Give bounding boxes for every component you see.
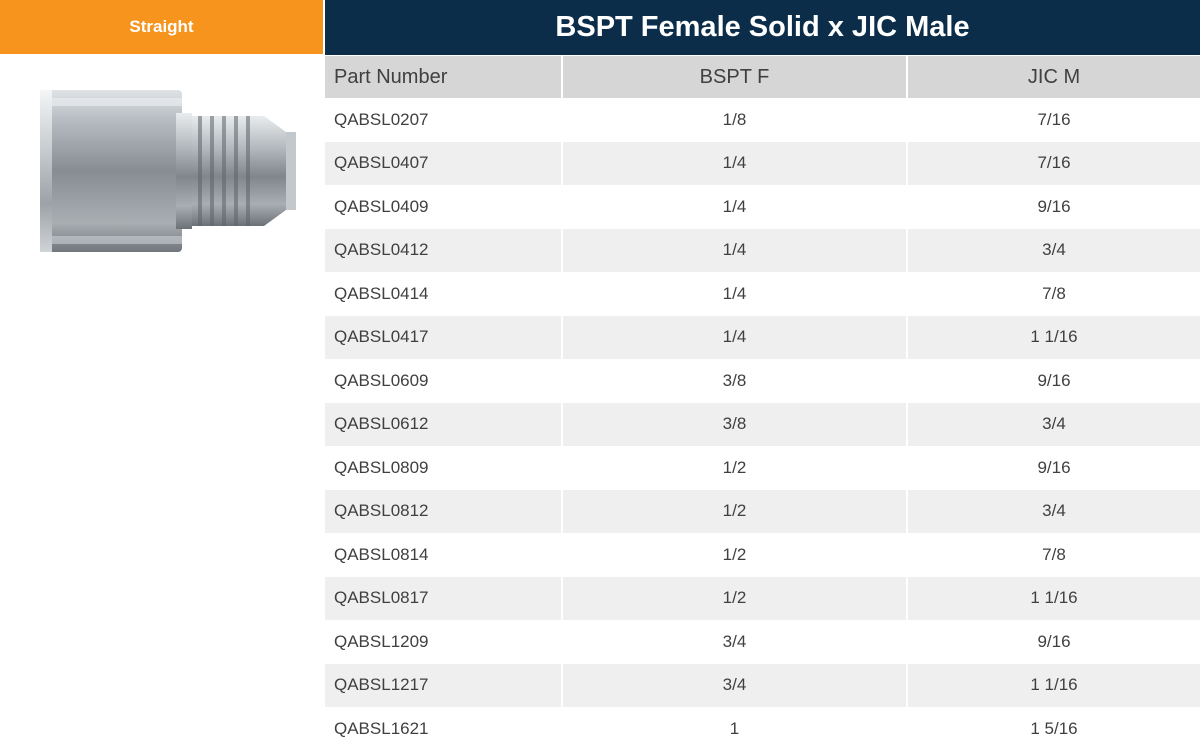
jic-m-cell: 1 1/16: [908, 315, 1200, 359]
table-header-row: Part Number BSPT F JIC M: [325, 56, 1200, 98]
hydraulic-adapter-fitting-image: [36, 88, 302, 254]
bspt-f-cell: 1: [563, 707, 908, 751]
part-number-cell: QABSL0407: [325, 141, 563, 185]
bspt-f-cell: 1/4: [563, 315, 908, 359]
fitting-illustration: [40, 90, 296, 252]
jic-m-cell: 9/16: [908, 359, 1200, 403]
bspt-f-cell: 1/2: [563, 576, 908, 620]
part-number-cell: QABSL0612: [325, 402, 563, 446]
table-row: QABSL0809 1/2 9/16: [325, 446, 1200, 490]
jic-m-cell: 7/16: [908, 141, 1200, 185]
bspt-f-cell: 3/8: [563, 359, 908, 403]
table-row: QABSL1621 1 1 5/16: [325, 707, 1200, 751]
jic-m-cell: 9/16: [908, 620, 1200, 664]
table-row: QABSL0814 1/2 7/8: [325, 533, 1200, 577]
table-row: QABSL0414 1/4 7/8: [325, 272, 1200, 316]
bspt-f-cell: 1/2: [563, 446, 908, 490]
table-row: QABSL0409 1/4 9/16: [325, 185, 1200, 229]
table-row: QABSL1217 3/4 1 1/16: [325, 663, 1200, 707]
table-row: QABSL0817 1/2 1 1/16: [325, 576, 1200, 620]
part-number-cell: QABSL0412: [325, 228, 563, 272]
part-number-cell: QABSL1621: [325, 707, 563, 751]
spec-table: Part Number BSPT F JIC M QABSL0207 1/8 7…: [325, 56, 1200, 751]
column-header-bspt-f: BSPT F: [563, 56, 908, 98]
bspt-f-cell: 1/4: [563, 272, 908, 316]
part-number-cell: QABSL0417: [325, 315, 563, 359]
bspt-f-cell: 3/4: [563, 663, 908, 707]
table-row: QABSL0207 1/8 7/16: [325, 98, 1200, 142]
part-number-cell: QABSL0817: [325, 576, 563, 620]
table-row: QABSL0812 1/2 3/4: [325, 489, 1200, 533]
table-row: QABSL0417 1/4 1 1/16: [325, 315, 1200, 359]
part-number-cell: QABSL0207: [325, 98, 563, 142]
table-row: QABSL0612 3/8 3/4: [325, 402, 1200, 446]
column-header-part-number: Part Number: [325, 56, 563, 98]
part-number-cell: QABSL0812: [325, 489, 563, 533]
jic-m-cell: 1 1/16: [908, 576, 1200, 620]
bspt-f-cell: 1/8: [563, 98, 908, 142]
part-number-cell: QABSL0609: [325, 359, 563, 403]
part-number-cell: QABSL1209: [325, 620, 563, 664]
table-row: QABSL0609 3/8 9/16: [325, 359, 1200, 403]
bspt-f-cell: 1/2: [563, 489, 908, 533]
bspt-f-cell: 1/4: [563, 185, 908, 229]
bspt-f-cell: 3/8: [563, 402, 908, 446]
part-number-cell: QABSL0414: [325, 272, 563, 316]
bspt-f-cell: 1/2: [563, 533, 908, 577]
jic-m-cell: 3/4: [908, 489, 1200, 533]
title-bar: BSPT Female Solid x JIC Male: [325, 0, 1200, 55]
table-row: QABSL1209 3/4 9/16: [325, 620, 1200, 664]
jic-m-cell: 7/8: [908, 272, 1200, 316]
jic-m-cell: 9/16: [908, 185, 1200, 229]
jic-m-cell: 3/4: [908, 228, 1200, 272]
jic-m-cell: 7/8: [908, 533, 1200, 577]
table-row: QABSL0412 1/4 3/4: [325, 228, 1200, 272]
jic-m-cell: 9/16: [908, 446, 1200, 490]
bspt-f-cell: 1/4: [563, 228, 908, 272]
column-header-jic-m: JIC M: [908, 56, 1200, 98]
bspt-f-cell: 3/4: [563, 620, 908, 664]
jic-m-cell: 7/16: [908, 98, 1200, 142]
part-number-cell: QABSL0814: [325, 533, 563, 577]
jic-m-cell: 3/4: [908, 402, 1200, 446]
category-label: Straight: [129, 17, 194, 36]
table-row: QABSL0407 1/4 7/16: [325, 141, 1200, 185]
jic-m-cell: 1 1/16: [908, 663, 1200, 707]
bspt-f-cell: 1/4: [563, 141, 908, 185]
page-title: BSPT Female Solid x JIC Male: [555, 11, 970, 43]
category-tab[interactable]: Straight: [0, 0, 323, 54]
part-number-cell: QABSL1217: [325, 663, 563, 707]
part-number-cell: QABSL0409: [325, 185, 563, 229]
jic-m-cell: 1 5/16: [908, 707, 1200, 751]
part-number-cell: QABSL0809: [325, 446, 563, 490]
